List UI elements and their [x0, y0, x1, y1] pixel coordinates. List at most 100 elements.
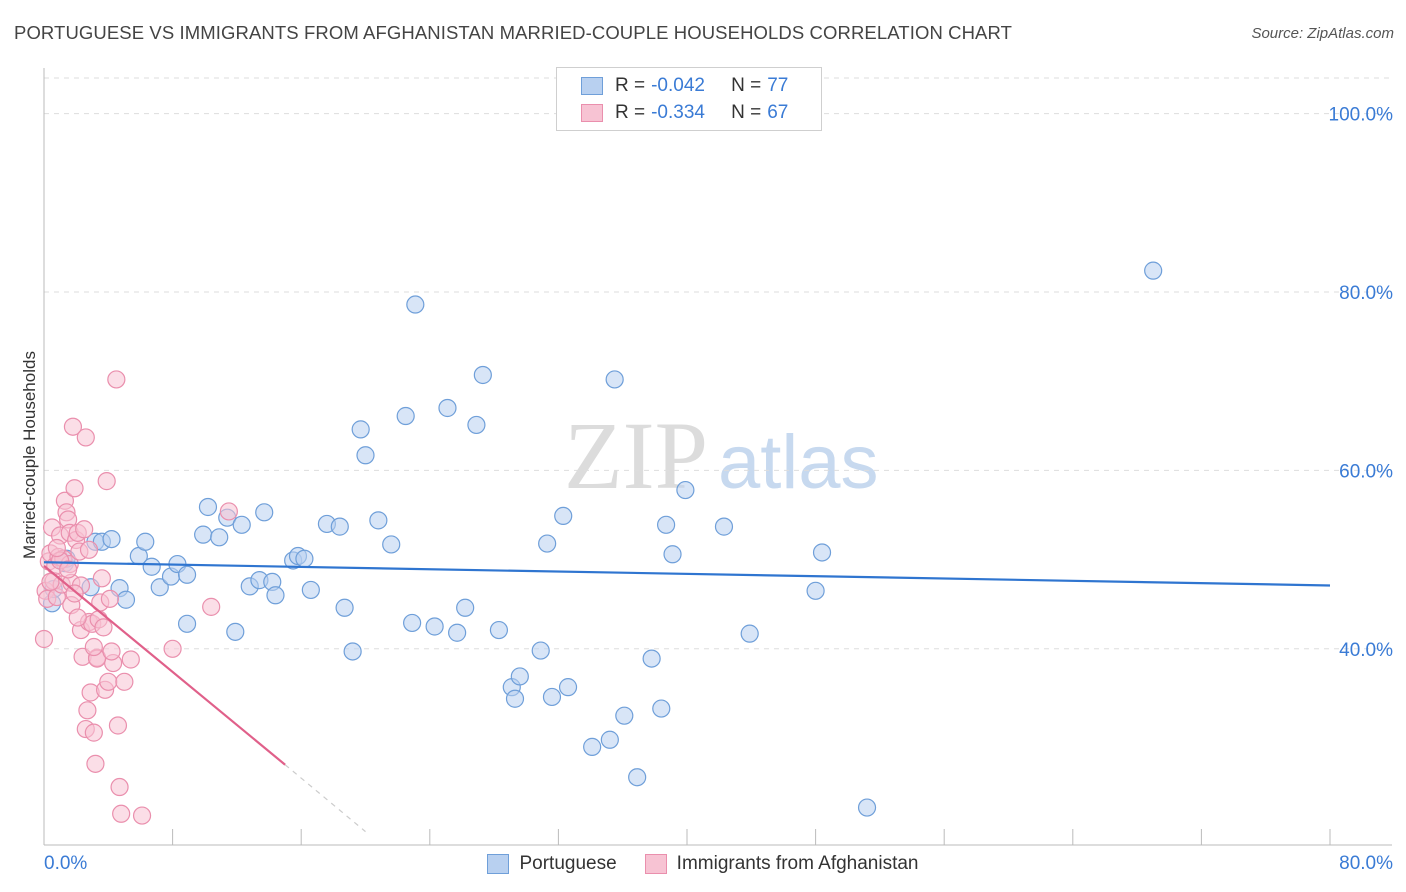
data-point: [605, 370, 624, 389]
data-point: [107, 370, 126, 389]
data-point: [812, 543, 832, 562]
data-point: [330, 517, 349, 536]
data-point: [102, 642, 121, 661]
data-point: [142, 557, 161, 576]
data-point: [356, 446, 375, 465]
trend-lines: [43, 561, 1331, 833]
data-point: [652, 699, 671, 718]
data-point: [505, 689, 525, 708]
grid-lines: [44, 77, 1392, 650]
data-point: [78, 701, 97, 720]
data-point: [740, 624, 759, 643]
watermark-atlas: atlas: [718, 420, 879, 505]
legend-item-portuguese[interactable]: Portuguese: [487, 853, 617, 875]
data-point: [663, 545, 682, 564]
n-value: 77: [767, 75, 789, 96]
axes: [43, 68, 1392, 846]
data-point: [531, 641, 550, 660]
trend-line-extension: [284, 764, 366, 833]
data-point: [59, 560, 78, 579]
data-point: [116, 590, 136, 609]
data-point: [1144, 261, 1163, 280]
data-point: [65, 479, 84, 498]
data-point: [343, 642, 362, 661]
data-point: [232, 515, 251, 534]
data-point: [226, 622, 245, 641]
stats-row-afghanistan: R = -0.334 N = 67: [581, 101, 788, 125]
data-point: [425, 617, 444, 636]
data-point: [467, 415, 486, 435]
data-point: [34, 629, 54, 649]
data-point: [676, 480, 695, 500]
data-point: [600, 730, 619, 749]
data-point: [86, 754, 105, 773]
data-point: [110, 777, 129, 797]
blue-swatch: [487, 854, 510, 874]
data-point: [448, 623, 467, 642]
data-point: [202, 597, 221, 616]
data-point: [97, 472, 116, 491]
data-point: [99, 672, 118, 691]
data-point: [219, 502, 238, 521]
data-point: [438, 398, 457, 418]
data-point: [456, 598, 475, 617]
data-point: [136, 532, 155, 551]
r-value: -0.334: [651, 102, 705, 123]
data-point: [68, 608, 87, 627]
data-point: [79, 540, 99, 559]
data-point: [198, 497, 218, 517]
r-value: -0.042: [651, 75, 705, 96]
data-point: [301, 580, 320, 600]
y-tick-label: 80.0%: [1339, 283, 1393, 304]
data-point: [266, 586, 285, 605]
series-legend: Portuguese Immigrants from Afghanistan: [0, 853, 1406, 875]
data-point: [92, 569, 111, 588]
afghanistan-points: [34, 370, 238, 825]
data-point: [65, 584, 84, 603]
data-point: [47, 538, 66, 558]
data-point: [714, 517, 734, 536]
n-label: N =: [731, 75, 762, 96]
data-point: [396, 406, 415, 426]
data-point: [406, 295, 425, 314]
data-point: [489, 620, 509, 640]
trend-line-portuguese: [43, 561, 1331, 587]
chart-title: PORTUGUESE VS IMMIGRANTS FROM AFGHANISTA…: [14, 22, 1013, 43]
legend-item-afghanistan[interactable]: Immigrants from Afghanistan: [644, 853, 919, 875]
data-point: [194, 525, 213, 544]
y-tick-label: 60.0%: [1339, 461, 1393, 482]
legend-label: Portuguese: [519, 853, 617, 874]
data-point: [177, 565, 197, 584]
tick-labels: 100.0% 80.0% 60.0% 40.0% 0.0% 80.0%: [44, 105, 1393, 874]
data-point: [382, 535, 401, 554]
data-point: [121, 650, 140, 669]
data-point: [335, 598, 354, 617]
x-tick-label: 0.0%: [44, 853, 87, 874]
data-point: [615, 706, 634, 725]
data-point: [84, 723, 103, 742]
data-point: [295, 549, 314, 568]
data-point: [76, 428, 95, 447]
r-label: R =: [615, 75, 646, 96]
data-point: [583, 737, 602, 756]
data-point: [255, 503, 274, 522]
data-point: [857, 798, 877, 817]
data-point: [538, 534, 557, 553]
y-tick-label: 100.0%: [1329, 105, 1394, 126]
data-point: [63, 417, 83, 436]
pink-swatch: [581, 104, 603, 122]
data-point: [351, 420, 370, 439]
data-point: [115, 672, 134, 691]
legend-label: Immigrants from Afghanistan: [676, 853, 919, 874]
data-point: [102, 529, 121, 549]
blue-swatch: [581, 77, 603, 95]
data-point: [628, 768, 647, 787]
data-point: [177, 614, 197, 633]
data-point: [100, 589, 120, 608]
watermark: ZIP atlas: [564, 402, 879, 509]
data-point: [41, 572, 60, 592]
data-point: [163, 639, 182, 658]
data-point: [210, 528, 229, 547]
data-point: [150, 578, 169, 597]
